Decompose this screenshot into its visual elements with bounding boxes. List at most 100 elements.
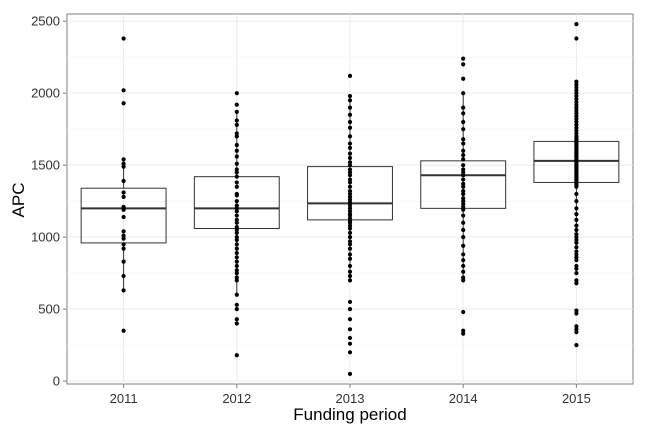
data-point: [574, 88, 579, 93]
y-axis-title: APC: [9, 183, 28, 218]
data-point: [234, 102, 239, 107]
x-tick-label: 2015: [562, 391, 591, 406]
data-point: [574, 258, 579, 263]
data-point: [574, 240, 579, 246]
data-point: [574, 232, 579, 237]
data-point: [234, 142, 239, 148]
data-point: [234, 180, 239, 185]
data-point: [461, 173, 466, 178]
data-point: [347, 235, 353, 240]
data-point: [461, 177, 466, 182]
data-point: [574, 266, 579, 271]
data-point: [574, 343, 579, 348]
data-point: [234, 174, 239, 179]
data-point: [234, 255, 239, 260]
data-point: [347, 341, 353, 346]
data-point: [234, 118, 239, 123]
data-point: [347, 98, 353, 103]
data-point: [347, 194, 353, 199]
data-point: [347, 223, 353, 228]
data-point: [461, 252, 466, 257]
data-point: [234, 131, 239, 136]
data-point: [234, 259, 239, 264]
data-point: [234, 167, 239, 172]
data-point: [121, 164, 126, 169]
data-point: [461, 213, 466, 218]
data-point: [234, 109, 239, 114]
data-point: [461, 188, 466, 194]
data-point: [461, 167, 466, 172]
data-point: [574, 99, 579, 104]
data-point: [347, 371, 353, 377]
data-point: [234, 184, 239, 189]
data-point: [574, 122, 579, 127]
data-point: [347, 173, 353, 178]
data-point: [121, 229, 126, 234]
data-point: [234, 268, 239, 273]
data-point: [121, 236, 126, 241]
data-point: [461, 76, 466, 81]
data-point: [347, 246, 353, 251]
data-point: [574, 91, 579, 96]
data-point: [461, 56, 466, 61]
data-point: [574, 255, 579, 260]
data-point: [347, 119, 353, 125]
data-point: [574, 36, 579, 41]
data-point: [461, 207, 466, 212]
data-point: [574, 79, 579, 84]
data-point: [574, 235, 579, 240]
data-point: [234, 307, 239, 312]
data-point: [234, 209, 239, 214]
data-point: [121, 214, 126, 220]
data-point: [574, 271, 579, 276]
data-point: [347, 163, 353, 168]
data-point: [347, 170, 353, 175]
data-point: [347, 188, 353, 194]
data-point: [461, 331, 466, 336]
data-point: [347, 317, 353, 322]
data-point: [574, 237, 579, 243]
data-point: [574, 223, 579, 228]
data-point: [461, 137, 466, 142]
data-point: [461, 127, 466, 132]
data-point: [574, 111, 579, 116]
data-point: [347, 73, 353, 79]
data-point: [121, 157, 126, 162]
data-point: [347, 269, 353, 274]
data-point: [347, 177, 353, 182]
data-point: [234, 302, 239, 307]
data-point: [347, 206, 353, 211]
data-point: [234, 199, 239, 204]
data-point: [574, 278, 579, 283]
data-point: [347, 230, 353, 235]
data-point: [461, 148, 466, 153]
data-point: [574, 114, 579, 119]
data-point: [461, 152, 466, 158]
data-point: [347, 151, 353, 156]
data-point: [121, 246, 126, 251]
data-point: [121, 273, 126, 279]
data-point: [234, 91, 239, 96]
data-point: [347, 141, 353, 146]
data-point: [461, 170, 466, 175]
data-point: [347, 112, 353, 117]
data-point: [574, 311, 579, 316]
data-point: [574, 105, 579, 110]
data-point: [121, 242, 126, 247]
data-point: [461, 119, 466, 125]
data-point: [461, 278, 466, 283]
data-point: [234, 227, 239, 233]
data-point: [574, 82, 579, 87]
data-point: [347, 145, 353, 150]
x-tick-label: 2011: [110, 391, 138, 406]
data-point: [121, 190, 126, 195]
data-point: [121, 288, 126, 293]
data-point: [461, 62, 466, 67]
data-point: [234, 292, 239, 297]
data-point: [234, 224, 239, 230]
data-point: [234, 235, 239, 240]
x-axis-title: Funding period: [293, 405, 406, 424]
data-point: [574, 249, 579, 254]
data-point: [574, 191, 579, 197]
